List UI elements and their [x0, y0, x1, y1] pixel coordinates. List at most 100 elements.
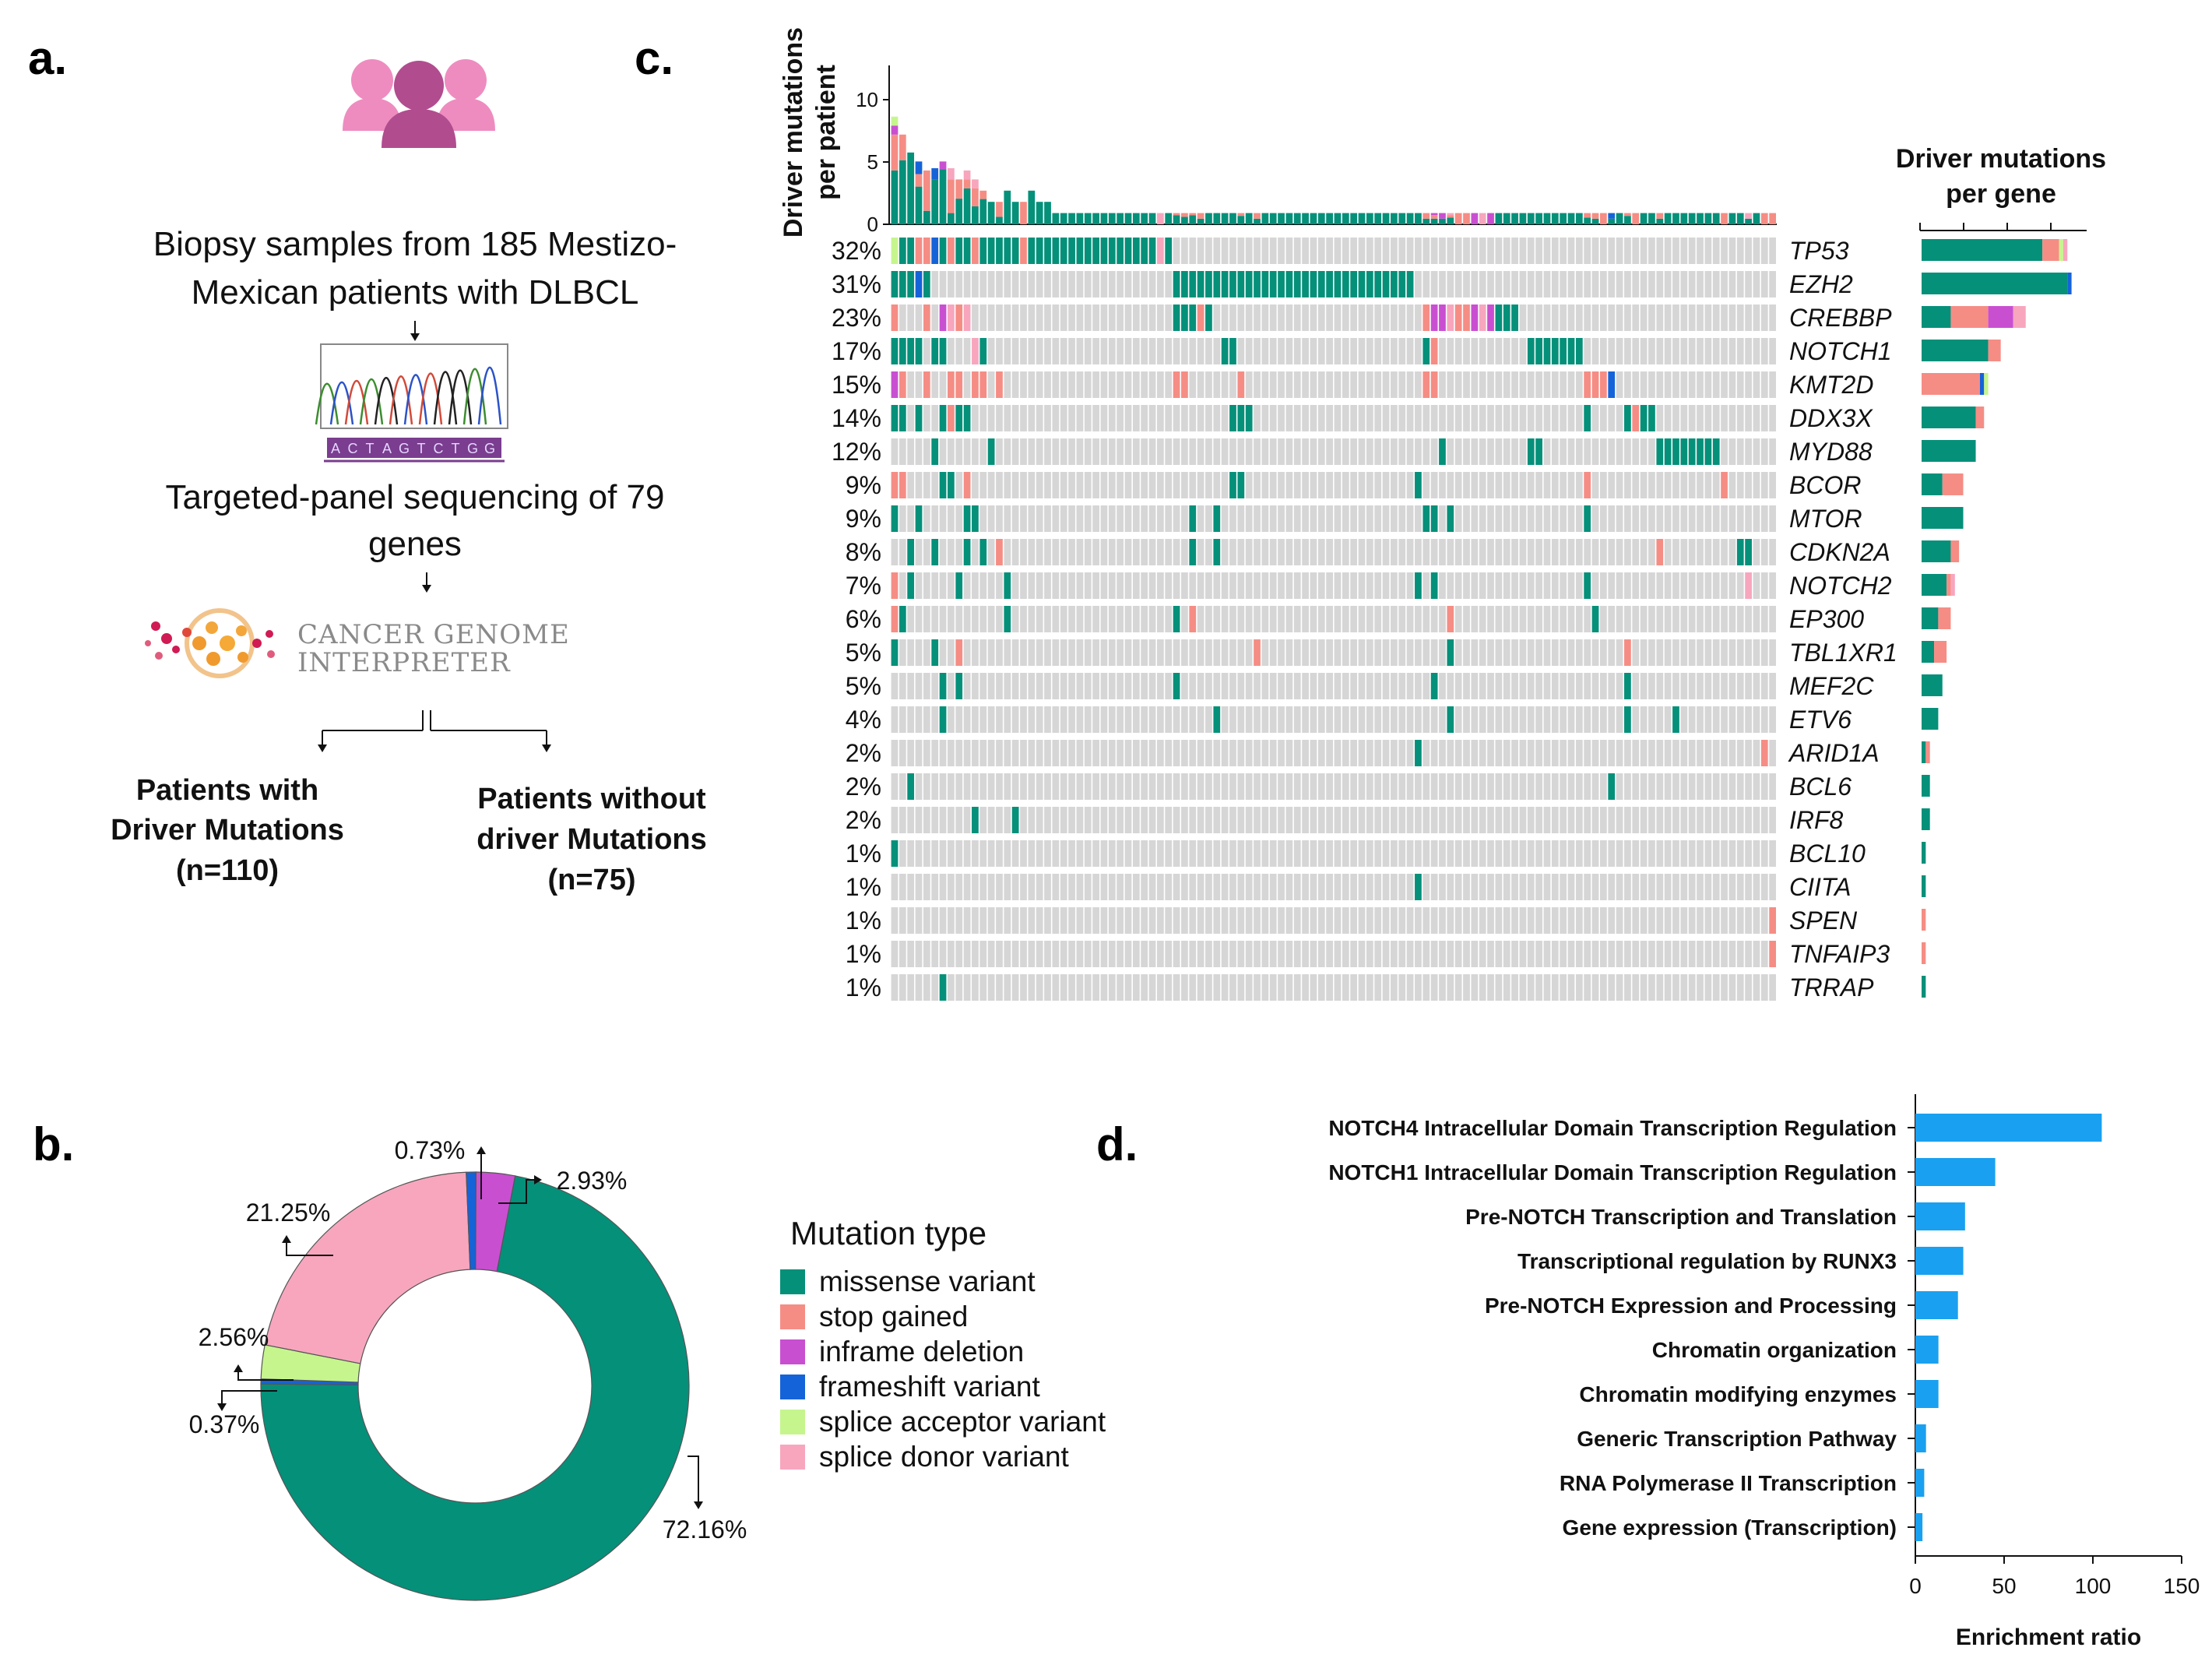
label-256: 2.56% — [199, 1323, 269, 1351]
onco-cell-empty — [1317, 472, 1325, 498]
onco-cell-empty — [1753, 907, 1760, 934]
panel-a: a. Biopsy samples from 185 Mestizo- Mexi… — [28, 32, 707, 896]
onco-cell-empty — [1624, 539, 1631, 565]
onco-cell-empty — [1141, 673, 1148, 699]
onco-cell-empty — [1310, 907, 1317, 934]
onco-cell-empty — [1317, 304, 1325, 331]
onco-cell-empty — [1189, 572, 1197, 599]
onco-cell-empty — [1519, 371, 1527, 398]
onco-cell-empty — [1141, 505, 1148, 532]
onco-cell-empty — [1519, 740, 1527, 766]
onco-cell-empty — [1688, 304, 1696, 331]
onco-cell-mutation — [1430, 304, 1438, 331]
onco-cell-empty — [1269, 874, 1277, 900]
onco-cell-empty — [1567, 606, 1575, 632]
onco-cell-empty — [1680, 974, 1688, 1001]
percent-label: 31% — [832, 270, 881, 298]
onco-cell-empty — [1245, 238, 1253, 264]
onco-cell-empty — [1189, 238, 1197, 264]
onco-cell-empty — [1068, 907, 1075, 934]
onco-cell-empty — [996, 405, 1003, 431]
onco-cell-mutation — [939, 304, 947, 331]
onco-cell-empty — [1471, 974, 1479, 1001]
onco-cell-empty — [1221, 505, 1229, 532]
onco-cell-empty — [1237, 572, 1245, 599]
onco-cell-empty — [1157, 371, 1164, 398]
onco-cell-mutation — [955, 405, 963, 431]
gene-bar-segment — [1922, 875, 1926, 897]
onco-cell-empty — [1374, 907, 1382, 934]
onco-cell-empty — [1132, 438, 1140, 465]
arrow-72 — [694, 1501, 703, 1509]
onco-cell-empty — [1479, 673, 1486, 699]
onco-cell-mutation — [891, 304, 899, 331]
onco-cell-empty — [1213, 304, 1221, 331]
onco-cell-mutation — [1391, 271, 1398, 297]
onco-cell-empty — [1205, 371, 1212, 398]
onco-cell-empty — [1721, 438, 1728, 465]
onco-cell-empty — [1527, 238, 1535, 264]
onco-cell-empty — [1229, 773, 1236, 800]
patient-bar-segment — [1543, 213, 1551, 224]
onco-cell-empty — [1535, 271, 1542, 297]
onco-cell-empty — [1285, 438, 1293, 465]
onco-cell-empty — [1608, 505, 1616, 532]
pathway-label: Transcriptional regulation by RUNX3 — [1517, 1249, 1897, 1273]
onco-cell-empty — [1584, 304, 1591, 331]
onco-cell-empty — [1342, 773, 1349, 800]
onco-cell-empty — [1020, 974, 1027, 1001]
onco-cell-empty — [1269, 740, 1277, 766]
onco-cell-empty — [1310, 539, 1317, 565]
cgi-dot — [206, 621, 218, 634]
onco-cell-empty — [1334, 371, 1342, 398]
onco-cell-mutation — [1721, 472, 1728, 498]
onco-cell-empty — [1664, 941, 1672, 967]
onco-cell-empty — [1551, 773, 1559, 800]
onco-cell-empty — [899, 572, 906, 599]
oncoplot-grid — [891, 238, 1776, 1001]
onco-cell-mutation — [1430, 673, 1438, 699]
onco-cell-empty — [1616, 472, 1623, 498]
onco-cell-empty — [1020, 673, 1027, 699]
onco-cell-empty — [1519, 840, 1527, 867]
sequencing-text-line1: Targeted-panel sequencing of 79 — [166, 478, 665, 516]
onco-cell-empty — [1004, 706, 1011, 733]
onco-cell-empty — [1197, 405, 1204, 431]
onco-cell-empty — [1648, 304, 1655, 331]
onco-cell-empty — [931, 874, 939, 900]
onco-cell-empty — [1076, 807, 1084, 833]
onco-cell-empty — [1205, 539, 1212, 565]
onco-cell-empty — [1769, 572, 1776, 599]
onco-cell-empty — [1157, 807, 1164, 833]
onco-cell-empty — [1495, 539, 1503, 565]
onco-cell-empty — [923, 673, 930, 699]
onco-cell-empty — [1688, 639, 1696, 666]
onco-cell-empty — [1567, 673, 1575, 699]
onco-cell-empty — [1036, 773, 1043, 800]
onco-cell-empty — [931, 974, 939, 1001]
onco-cell-mutation — [1189, 271, 1197, 297]
onco-cell-empty — [1084, 572, 1092, 599]
onco-cell-empty — [1278, 907, 1285, 934]
onco-cell-mutation — [1237, 271, 1245, 297]
onco-cell-mutation — [1439, 304, 1446, 331]
onco-cell-empty — [963, 840, 971, 867]
onco-cell-empty — [923, 706, 930, 733]
onco-cell-empty — [1760, 941, 1768, 967]
onco-cell-mutation — [939, 338, 947, 364]
onco-cell-empty — [1011, 941, 1019, 967]
donut-slice — [264, 1171, 471, 1364]
onco-cell-mutation — [1302, 271, 1309, 297]
onco-cell-empty — [1423, 438, 1430, 465]
onco-cell-empty — [1736, 907, 1744, 934]
label-073: 0.73% — [395, 1136, 466, 1164]
base-letter: C — [348, 441, 358, 456]
onco-cell-empty — [1028, 974, 1036, 1001]
onco-cell-empty — [1044, 572, 1051, 599]
onco-cell-empty — [996, 974, 1003, 1001]
onco-cell-mutation — [1189, 539, 1197, 565]
onco-cell-empty — [1535, 572, 1542, 599]
onco-cell-mutation — [1760, 740, 1768, 766]
onco-cell-empty — [1503, 238, 1510, 264]
patient-bar-segment — [1391, 213, 1398, 224]
